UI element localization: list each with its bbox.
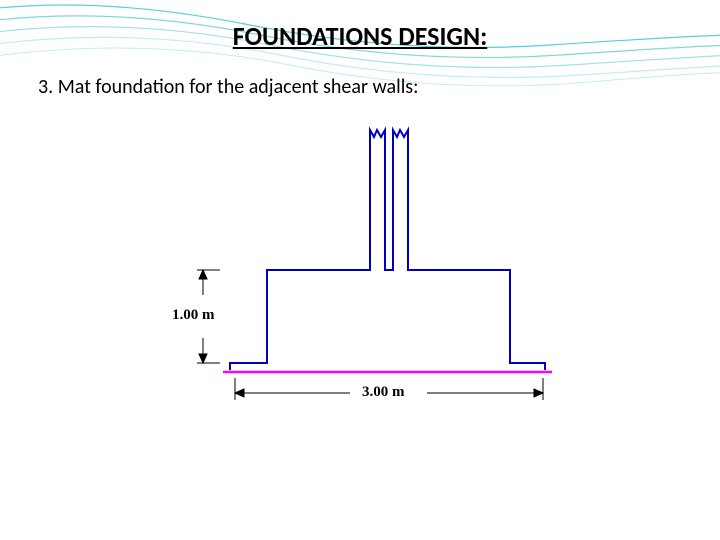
slide-subtitle: 3. Mat foundation for the adjacent shear… (38, 75, 418, 99)
width-dim-label: 3.00 m (362, 384, 405, 401)
foundation-diagram: 1.00 m 3.00 m (155, 120, 555, 410)
slide-title: FOUNDATIONS DESIGN: (0, 20, 720, 52)
height-dim-label: 1.00 m (172, 307, 215, 324)
foundation-outline (230, 130, 545, 370)
